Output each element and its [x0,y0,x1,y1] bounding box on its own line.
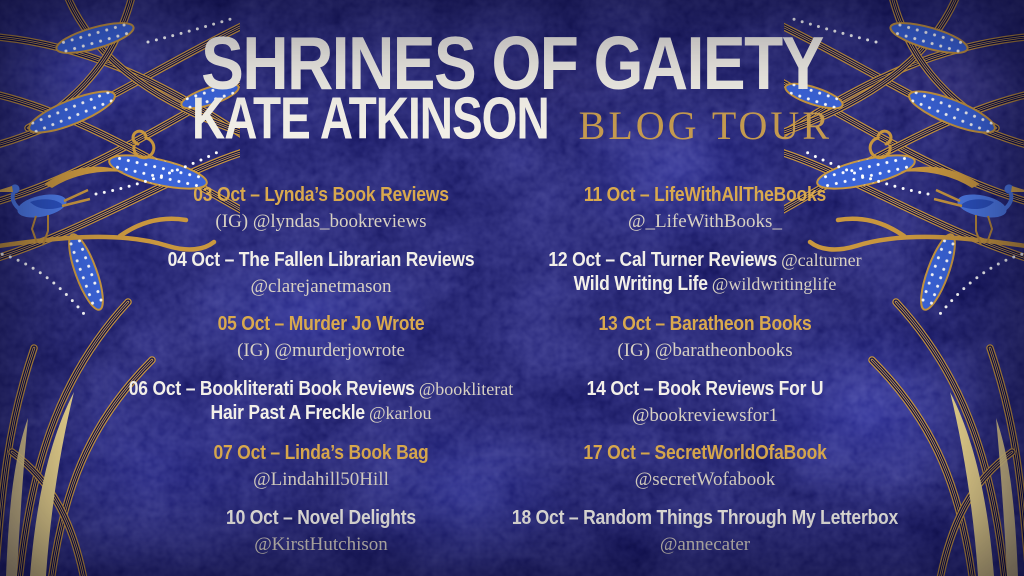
book-title: SHRINES OF GAIETY [201,21,824,106]
byline: KATE ATKINSON BLOG TOUR [0,88,1024,148]
tour-entry-12-oct: 12 Oct – Cal Turner Reviews @calturner Wi… [490,247,920,314]
entry-handle: @clarejanetmason [250,275,392,297]
entry-handle: @KirstHutchison [254,533,388,555]
blog-tour-label: BLOG TOUR [578,103,832,148]
entry-title: 18 Oct – Random Things Through My Letter… [511,504,899,529]
tour-column-right: 11 Oct – LifeWithAllTheBooks @_LifeWithB… [490,181,920,572]
entry-title: 04 Oct – The Fallen Librarian Reviews [167,246,475,271]
entry-handle: @secretWofabook [634,469,776,491]
entry-handle: @calturner [781,249,862,270]
entry-title: 05 Oct – Murder Jo Wrote [217,311,425,335]
tour-column-left: 03 Oct – Lynda’s Book Reviews (IG) @lynd… [106,181,536,572]
entry-title: 14 Oct – Book Reviews For U [586,375,824,400]
entry-title: 17 Oct – SecretWorldOfaBook [583,440,827,464]
tour-entry-13-oct: 13 Oct – Baratheon Books (IG) @baratheon… [490,311,920,378]
tour-entry-18-oct: 18 Oct – Random Things Through My Letter… [490,504,920,572]
author-name: KATE ATKINSON [191,83,550,152]
entry-handle: @Lindahill50Hill [253,469,389,491]
entry-title: Hair Past A Freckle [210,399,366,424]
entry-title: Wild Writing Life [573,270,708,295]
entry-handle: @bookreviewsfor1 [631,404,779,426]
tour-entry-03-oct: 03 Oct – Lynda’s Book Reviews (IG) @lynd… [106,181,536,249]
entry-handle: @karlou [368,402,432,423]
entry-title: 12 Oct – Cal Turner Reviews [548,246,778,271]
entry-title: 11 Oct – LifeWithAllTheBooks [583,181,827,206]
tour-entry-11-oct: 11 Oct – LifeWithAllTheBooks @_LifeWithB… [490,181,920,249]
entry-title: 10 Oct – Novel Delights [226,504,416,529]
entry-handle: @bookliterat [418,378,514,399]
tour-entry-07-oct: 07 Oct – Linda’s Book Bag @Lindahill50Hi… [106,440,536,507]
tour-entry-10-oct: 10 Oct – Novel Delights @KirstHutchison [106,504,536,572]
entry-handle: @annecater [659,533,751,555]
entry-title: 06 Oct – Bookliterati Book Reviews [128,375,415,400]
tour-entry-04-oct: 04 Oct – The Fallen Librarian Reviews @c… [106,247,536,314]
entry-title: 03 Oct – Lynda’s Book Reviews [193,181,449,206]
tour-entry-17-oct: 17 Oct – SecretWorldOfaBook @secretWofab… [490,440,920,507]
entry-handle: (IG) @baratheonbooks [617,340,793,362]
tour-entry-06-oct: 06 Oct – Bookliterati Book Reviews @bookl… [106,375,536,443]
tour-entry-05-oct: 05 Oct – Murder Jo Wrote (IG) @murderjow… [106,311,536,378]
entry-handle: (IG) @murderjowrote [237,340,405,362]
tour-entry-14-oct: 14 Oct – Book Reviews For U @bookreviews… [490,375,920,443]
entry-handle: @wildwritinglife [711,273,837,294]
entry-handle: (IG) @lyndas_bookreviews [215,211,427,232]
entry-title: 07 Oct – Linda’s Book Bag [213,440,429,464]
entry-title: 13 Oct – Baratheon Books [598,311,812,335]
entry-handle: @_LifeWithBooks_ [628,211,782,232]
